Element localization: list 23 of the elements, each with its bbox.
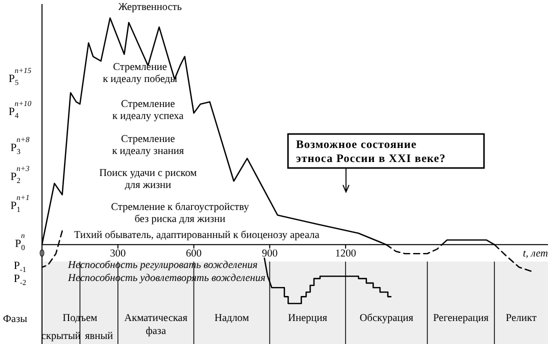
annotation: Стремление к благоустройству без риска для жизни xyxy=(110,202,250,226)
annotation: Стремление к идеалу знания xyxy=(112,134,184,158)
band-label: Акматическая фаза xyxy=(124,313,188,337)
x-tick-label: 900 xyxy=(262,248,278,260)
band-label: Надлом xyxy=(214,313,250,324)
annotation: Тихий обыватель, адаптированный к биоценозу ареала xyxy=(74,230,320,242)
x-tick-label: 600 xyxy=(186,248,202,260)
annotation: Стремление к идеалу успеха xyxy=(112,99,184,122)
x-tick-label: 1200 xyxy=(335,248,356,260)
text: Фазы xyxy=(3,314,28,326)
text: явный xyxy=(84,331,114,342)
x-tick-label: 300 xyxy=(110,248,126,260)
band-label: Инерция xyxy=(288,313,328,324)
annotation: Поиск удачи с риском для жизни xyxy=(99,168,198,192)
band-label: Регенерация xyxy=(433,313,489,324)
band-label: Обскурация xyxy=(360,313,414,324)
text: P$_{-2}$ xyxy=(14,272,26,287)
annotation: Стремление к идеалу победы xyxy=(102,62,178,86)
annotation: Возможное состояние этноса России в XXI веке? xyxy=(296,139,446,165)
text: Жертвенность xyxy=(118,2,182,14)
band-label: Реликт xyxy=(506,313,537,324)
text: P$_{-1}$ xyxy=(14,260,26,274)
x-axis-title: t, лет xyxy=(522,248,548,260)
